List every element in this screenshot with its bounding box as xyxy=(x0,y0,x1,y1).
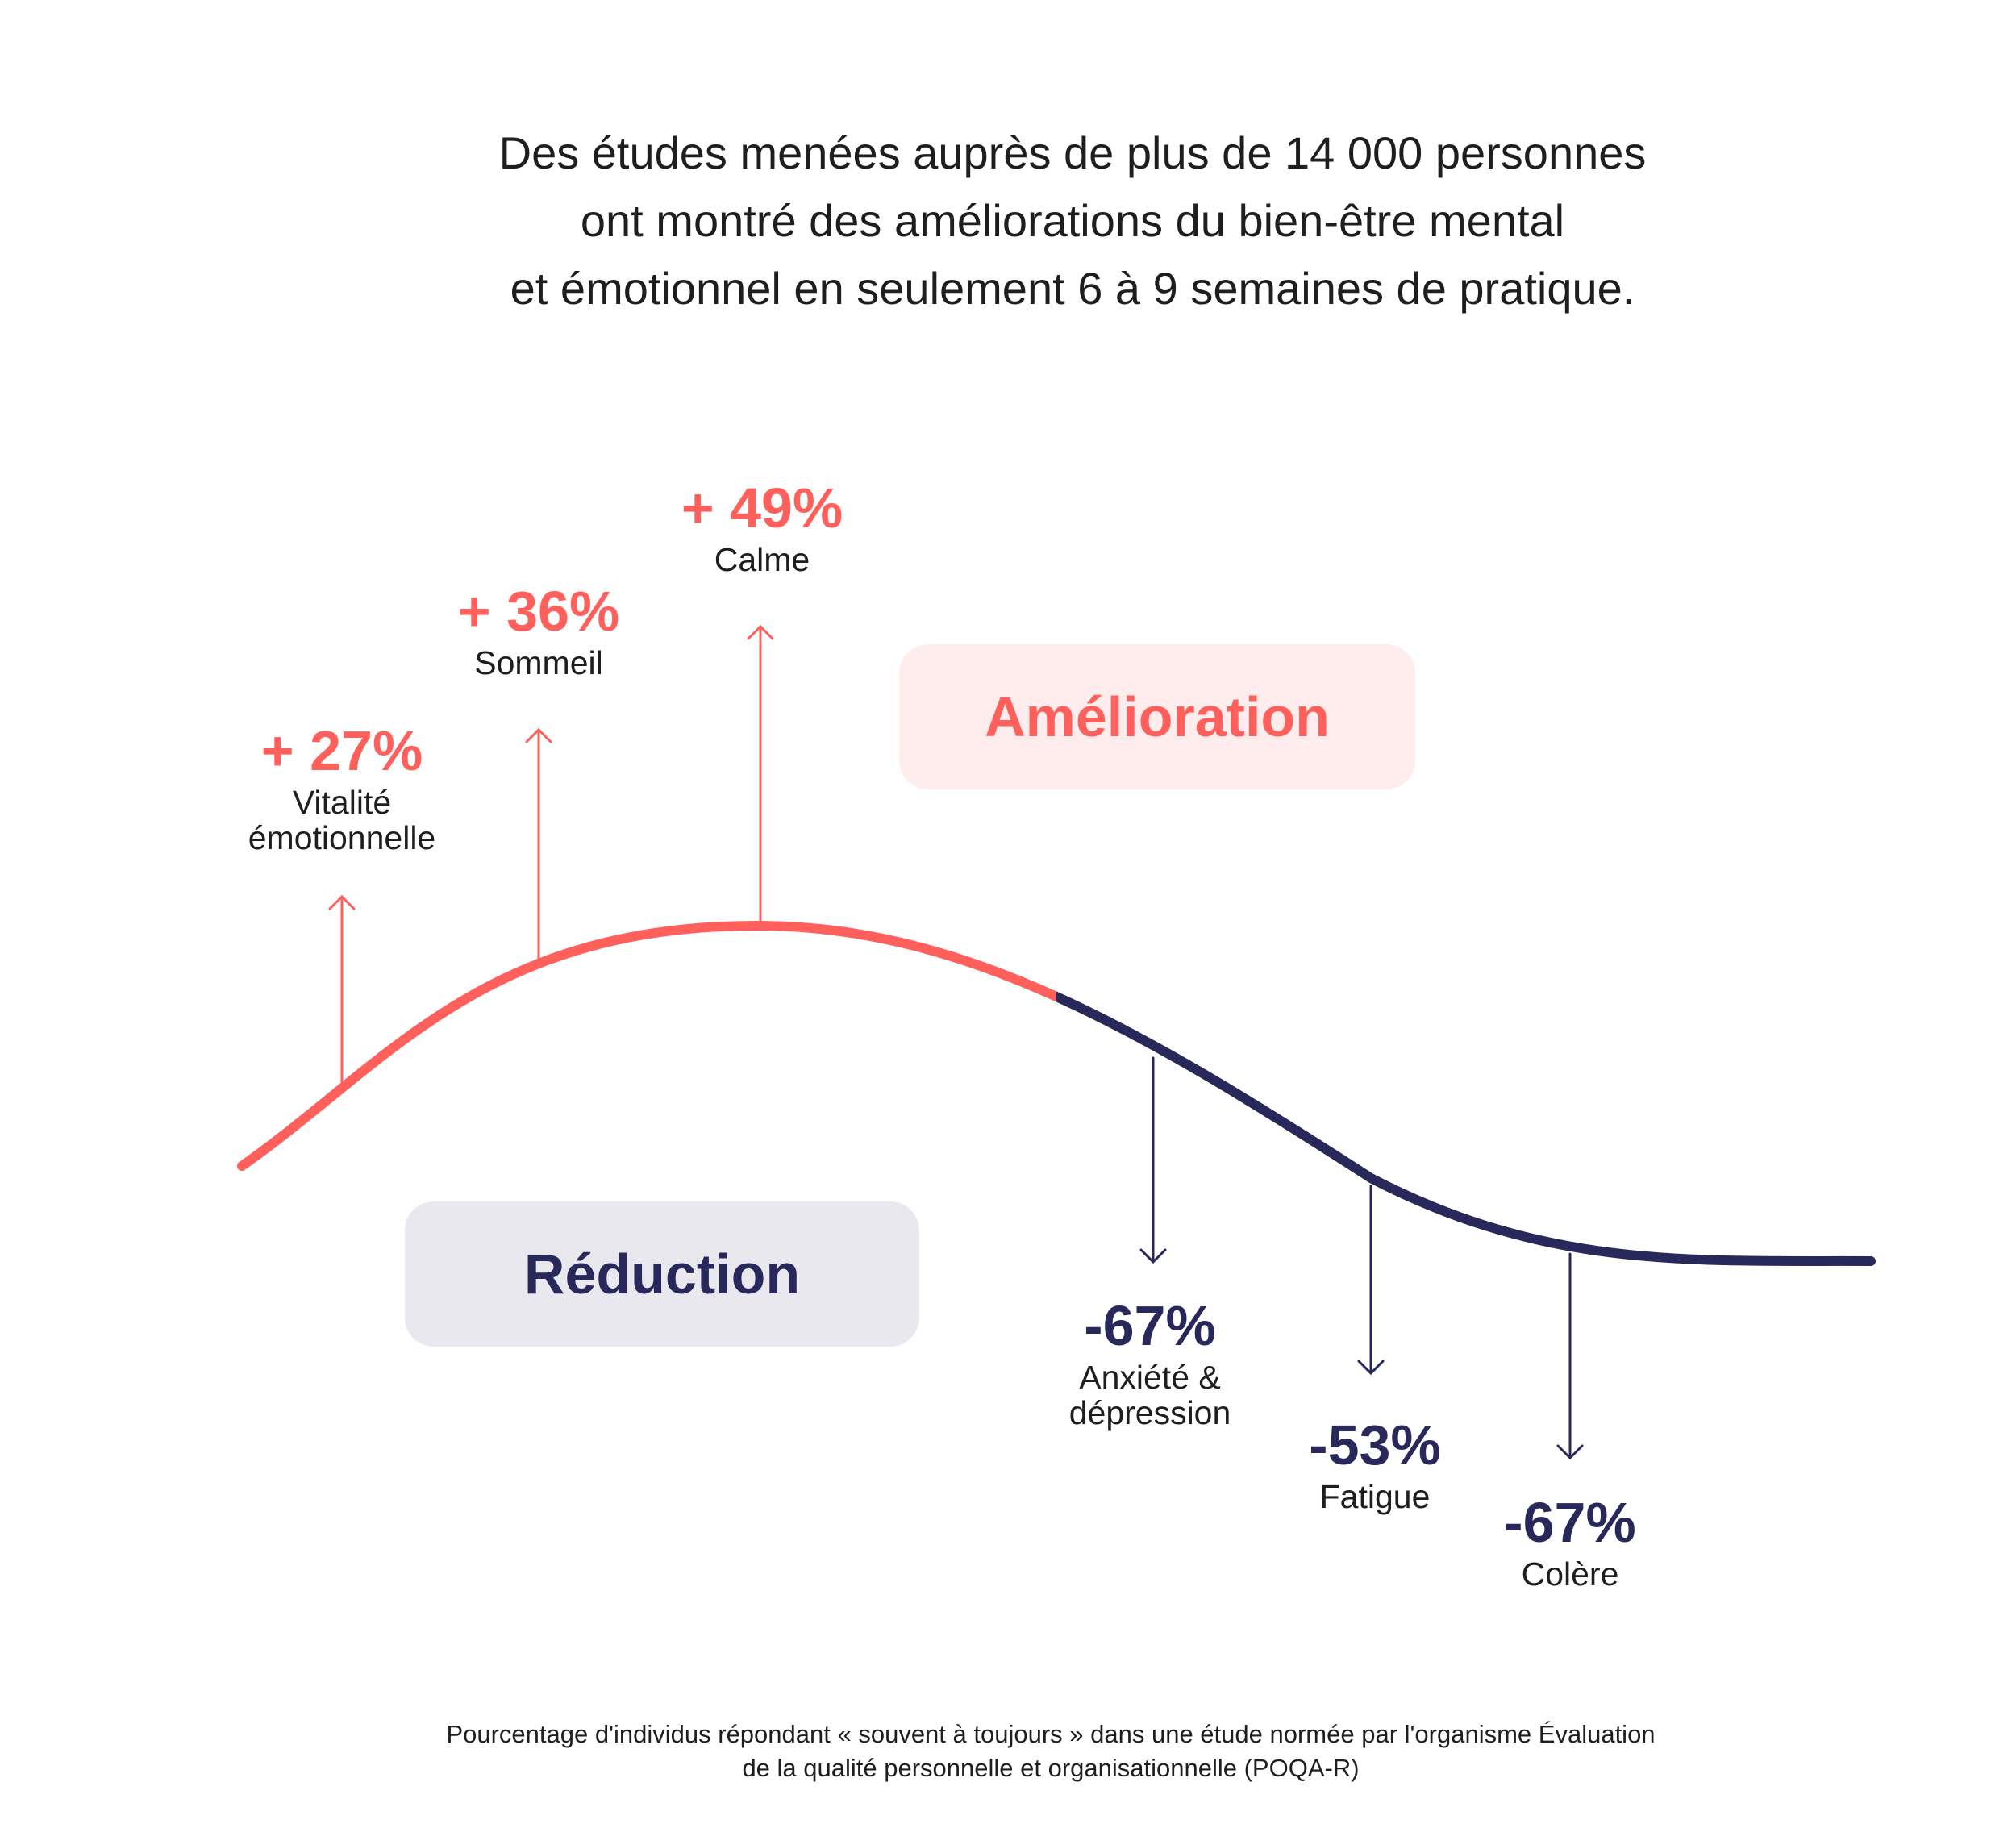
stat-label: émotionnelle xyxy=(248,819,436,856)
stat-vitalite: + 27% Vitalité émotionnelle xyxy=(248,718,436,856)
stat-sommeil: + 36% Sommeil xyxy=(457,579,620,681)
arrow-up-calme xyxy=(747,624,774,926)
stat-value: -67% xyxy=(1504,1491,1636,1554)
headline-line: Des études menées auprès de plus de 14 0… xyxy=(498,127,1647,178)
headline-line: ont montré des améliorations du bien-êtr… xyxy=(580,195,1565,246)
stat-value: -53% xyxy=(1309,1414,1441,1476)
arrow-up-vitalite xyxy=(328,894,356,1091)
footnote-line: Pourcentage d'individus répondant « souv… xyxy=(446,1720,1656,1748)
stat-fatigue: -53% Fatigue xyxy=(1309,1413,1441,1515)
reduction-arrows xyxy=(1139,1056,1584,1460)
footnote-line: de la qualité personnelle et organisatio… xyxy=(742,1754,1360,1782)
curve-reduction xyxy=(1056,991,1876,1266)
stat-value: + 36% xyxy=(457,580,620,643)
stat-value: -67% xyxy=(1084,1294,1216,1357)
stat-value: + 27% xyxy=(260,719,423,782)
stat-label: Vitalité xyxy=(292,784,392,821)
reduction-badge: Réduction xyxy=(405,1201,919,1347)
curve-improvement xyxy=(237,920,1056,1171)
stat-label: Sommeil xyxy=(474,644,603,681)
stat-label: Calme xyxy=(714,541,810,578)
improvement-arrows xyxy=(328,624,774,1091)
arrow-up-sommeil xyxy=(525,727,552,966)
stat-value: + 49% xyxy=(681,477,843,539)
arrow-down-colere xyxy=(1556,1252,1584,1460)
stat-label: Anxiété & xyxy=(1079,1359,1221,1396)
arrow-down-anxiete xyxy=(1139,1056,1167,1264)
stat-label: Fatigue xyxy=(1319,1478,1431,1515)
stat-calme: + 49% Calme xyxy=(681,476,843,578)
stat-anxiete: -67% Anxiété & dépression xyxy=(1068,1293,1231,1431)
improvement-badge: Amélioration xyxy=(899,644,1415,789)
headline: Des études menées auprès de plus de 14 0… xyxy=(0,119,2016,323)
headline-line: et émotionnel en seulement 6 à 9 semaine… xyxy=(510,263,1635,314)
stat-label: dépression xyxy=(1068,1394,1231,1431)
arrow-down-fatigue xyxy=(1357,1185,1385,1376)
stat-colere: -67% Colère xyxy=(1504,1490,1636,1593)
footnote: Pourcentage d'individus répondant « souv… xyxy=(0,1718,2016,1785)
stat-label: Colère xyxy=(1521,1555,1619,1593)
